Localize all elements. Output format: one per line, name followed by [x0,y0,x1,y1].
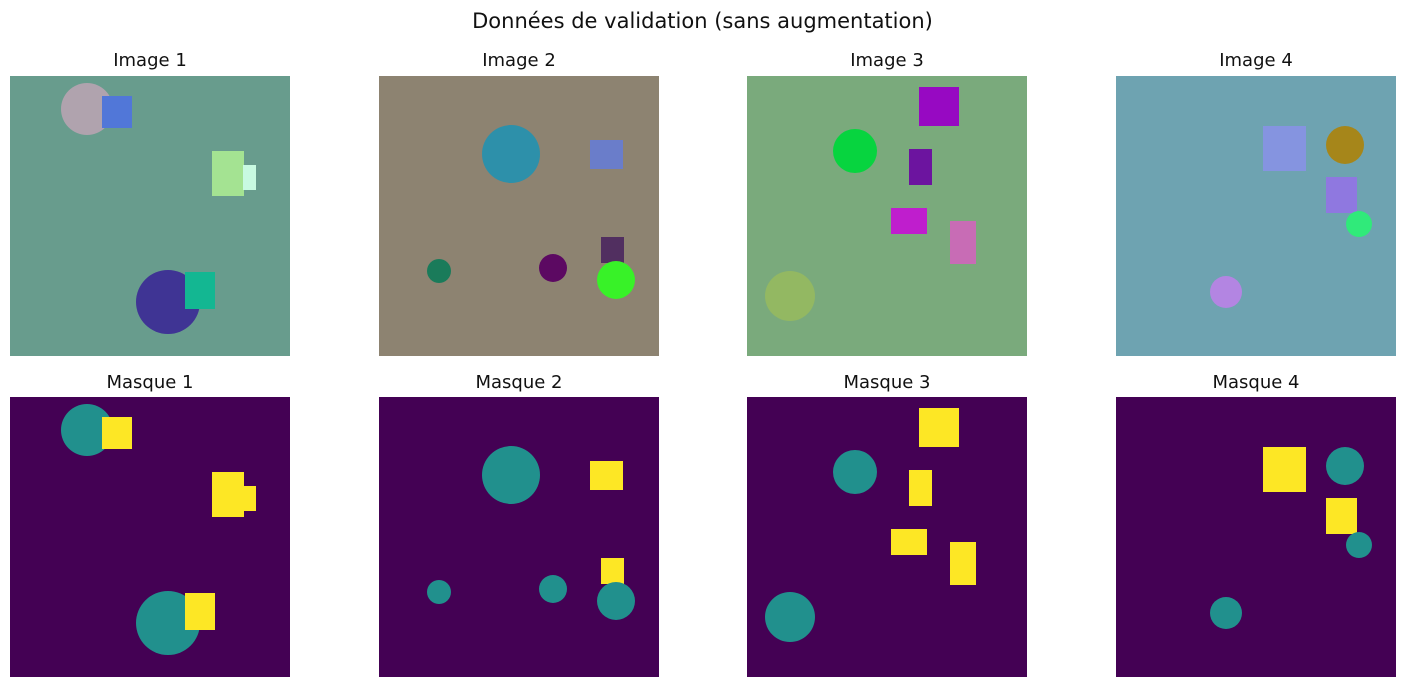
panel-title-mask-3: Masque 3 [843,372,931,393]
circle-shape [765,271,815,321]
mask-background [379,397,659,677]
square-shape [212,151,244,196]
mask-panel-3 [747,397,1027,677]
mask-circle [833,450,877,494]
image-3-canvas [747,76,1027,356]
square-shape [590,140,623,169]
mask-square [102,417,132,449]
mask-square [212,472,244,517]
panel-title-image-2: Image 2 [482,50,556,71]
mask-square [185,593,215,630]
image-4-canvas [1116,76,1396,356]
square-shape [243,165,256,190]
mask-circle [539,575,567,603]
mask-circle [765,592,815,642]
mask-panel-1 [10,397,290,677]
square-shape [909,149,932,185]
mask-square [950,542,976,585]
image-panel-3 [747,76,1027,356]
image-1-canvas [10,76,290,356]
mask-panel-2 [379,397,659,677]
panel-title-mask-2: Masque 2 [475,372,563,393]
mask-3-canvas [747,397,1027,677]
circle-shape [427,259,451,283]
figure-title: Données de validation (sans augmentation… [472,9,933,33]
square-shape [950,221,976,264]
mask-4-canvas [1116,397,1396,677]
mask-circle [1326,447,1364,485]
mask-2-canvas [379,397,659,677]
mask-square [1326,498,1357,534]
panel-title-mask-1: Masque 1 [106,372,194,393]
mask-square [590,461,623,490]
panel-title-image-1: Image 1 [113,50,187,71]
mask-circle [136,591,200,655]
square-shape [1326,177,1357,213]
image-panel-1 [10,76,290,356]
mask-circle [597,582,635,620]
circle-shape [1346,211,1372,237]
circle-shape [136,270,200,334]
circle-shape [539,254,567,282]
mask-circle [1346,532,1372,558]
image-panel-2 [379,76,659,356]
mask-square [909,470,932,506]
circle-shape [833,129,877,173]
panel-title-image-3: Image 3 [850,50,924,71]
mask-square [601,558,624,584]
panel-title-mask-4: Masque 4 [1212,372,1300,393]
mask-circle [427,580,451,604]
mask-square [919,408,959,447]
image-background [379,76,659,356]
square-shape [601,237,624,263]
circle-shape [597,261,635,299]
square-shape [919,87,959,126]
square-shape [185,272,215,309]
circle-shape [1210,276,1242,308]
image-2-canvas [379,76,659,356]
mask-panel-4 [1116,397,1396,677]
circle-shape [482,125,540,183]
panel-title-image-4: Image 4 [1219,50,1293,71]
square-shape [1263,126,1306,171]
circle-shape [1326,126,1364,164]
mask-square [891,529,927,555]
mask-circle [482,446,540,504]
mask-1-canvas [10,397,290,677]
square-shape [102,96,132,128]
square-shape [891,208,927,234]
mask-circle [1210,597,1242,629]
mask-square [1263,447,1306,492]
image-panel-4 [1116,76,1396,356]
circle-shape [61,83,113,135]
mask-circle [61,404,113,456]
mask-square [243,486,256,511]
